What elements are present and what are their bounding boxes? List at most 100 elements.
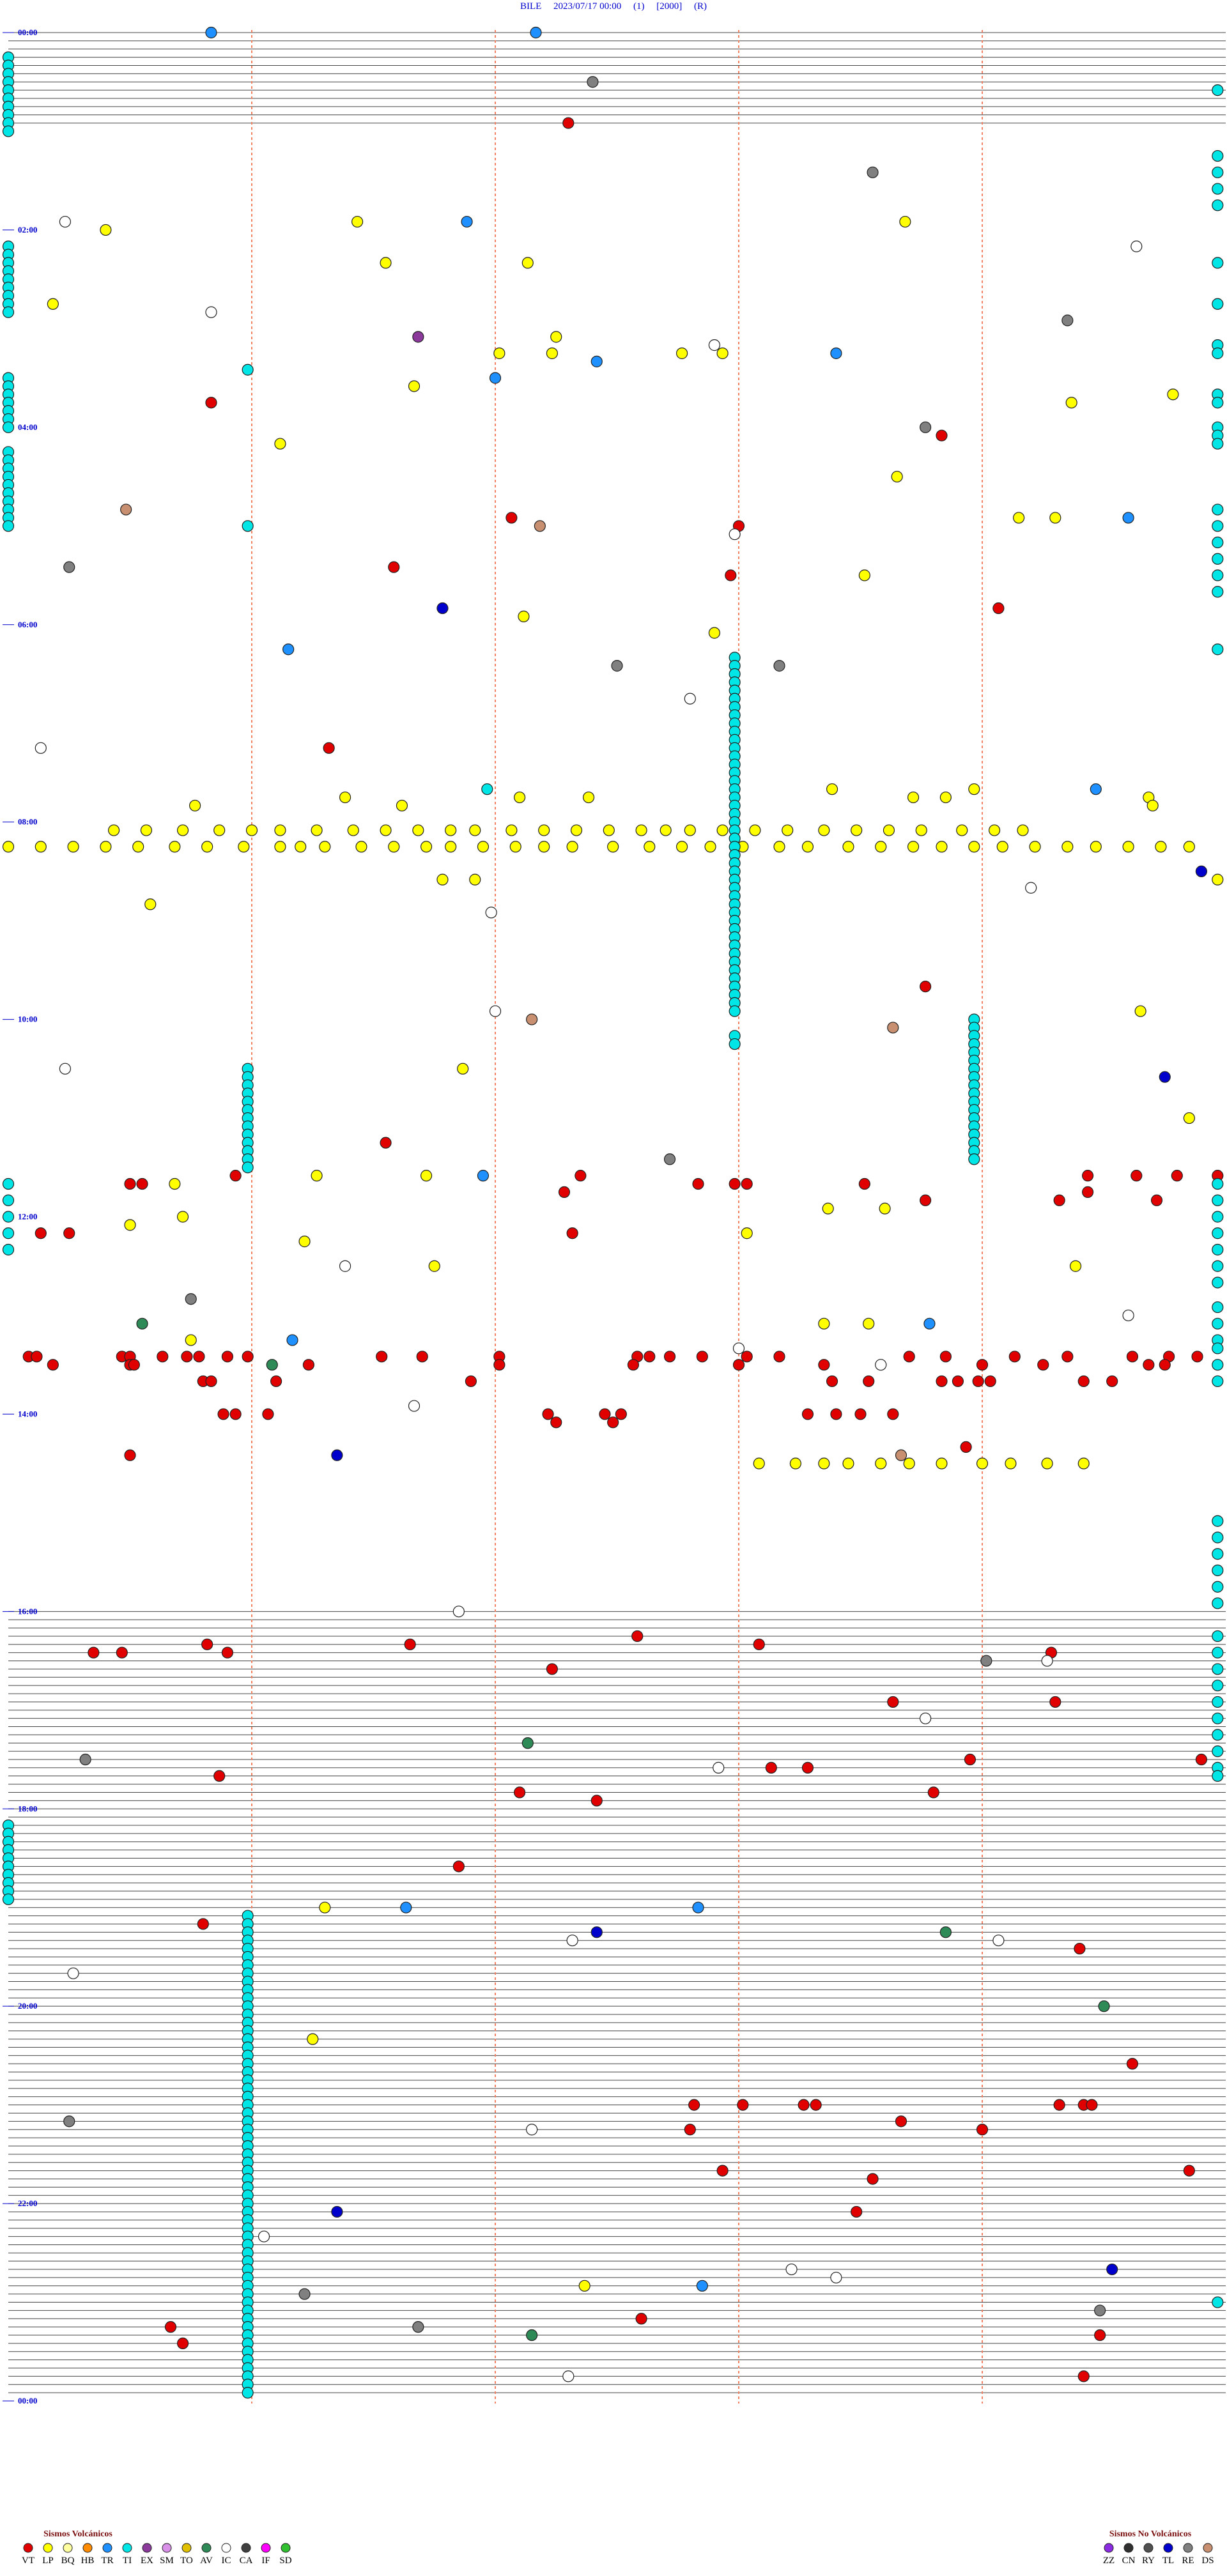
event-dot [1143, 1359, 1155, 1371]
event-dot [960, 1441, 972, 1453]
legend-label: ZZ [1103, 2556, 1115, 2566]
legend-swatch [122, 2543, 132, 2553]
event-dot [789, 1457, 802, 1469]
event-dot [1134, 1005, 1146, 1017]
event-dot [169, 841, 181, 853]
event-dot [1122, 512, 1134, 524]
event-dot [883, 824, 895, 836]
event-dot [1212, 873, 1224, 885]
event-dot [481, 783, 493, 795]
event-dot [347, 824, 359, 836]
event-dot [2, 841, 15, 853]
event-dot [867, 2173, 879, 2185]
event-dot [1212, 1663, 1224, 1675]
event-dot [100, 841, 112, 853]
event-dot [1077, 1375, 1090, 1388]
event-dot [311, 824, 323, 836]
event-dot [1212, 643, 1224, 656]
event-dot [590, 355, 603, 367]
event-dot [1053, 2099, 1065, 2111]
event-dot [509, 841, 521, 853]
legend-swatch [43, 2543, 53, 2553]
event-dot [1212, 166, 1224, 178]
event-dot [708, 339, 721, 351]
event-dot [879, 1202, 891, 1215]
event-dot [1094, 2304, 1106, 2317]
event-dot [176, 1211, 189, 1223]
event-dot [936, 429, 948, 441]
event-dot [939, 1351, 952, 1363]
event-dot [2, 1227, 15, 1239]
event-dot [436, 602, 449, 615]
event-dot [741, 1351, 753, 1363]
legend-swatch [1123, 2543, 1134, 2553]
event-dot [546, 347, 559, 360]
event-dot [140, 824, 152, 836]
event-dot [692, 1177, 704, 1190]
event-dot [1131, 1170, 1143, 1182]
event-dot [782, 824, 794, 836]
event-dot [538, 841, 550, 853]
event-dot [242, 1162, 254, 1174]
event-dot [201, 1638, 213, 1650]
event-dot [851, 2205, 863, 2218]
legend-label: TR [101, 2556, 113, 2566]
event-dot [164, 2321, 177, 2333]
event-dot [842, 1457, 854, 1469]
event-dot [339, 791, 351, 804]
event-dot [2, 1211, 15, 1223]
event-dot [562, 2370, 575, 2382]
event-dot [295, 841, 307, 853]
event-dot [1183, 841, 1195, 853]
event-dot [749, 824, 761, 836]
event-dot [546, 1663, 559, 1675]
event-dot [785, 2263, 798, 2276]
event-dot [1212, 1194, 1224, 1206]
event-dot [1074, 1942, 1086, 1955]
event-dot [1212, 553, 1224, 565]
event-dot [63, 2115, 75, 2128]
event-dot [1106, 1375, 1118, 1388]
event-dot [570, 824, 583, 836]
event-dot [627, 1359, 640, 1371]
event-dot [741, 1177, 753, 1190]
event-dot [485, 907, 497, 919]
event-dot [262, 1408, 274, 1420]
event-dot [108, 824, 120, 836]
event-dot [1212, 1581, 1224, 1593]
event-dot [915, 824, 927, 836]
event-dot [732, 1359, 745, 1371]
event-dot [124, 1449, 136, 1461]
event-dot [696, 2280, 708, 2292]
event-dot [213, 1770, 226, 1782]
event-dot [826, 1375, 838, 1388]
legend-label: CN [1122, 2556, 1136, 2566]
event-dot [716, 2165, 729, 2177]
event-dot [1212, 1359, 1224, 1371]
event-dot [753, 1638, 765, 1650]
event-dot [542, 1408, 554, 1420]
event-dot [100, 224, 112, 236]
event-dot [1090, 841, 1102, 853]
event-dot [1191, 1351, 1203, 1363]
event-dot [1037, 1359, 1049, 1371]
event-dot [2, 1893, 15, 1905]
event-dot [193, 1351, 205, 1363]
event-dot [1212, 1260, 1224, 1272]
event-dot [144, 898, 157, 910]
event-dot [505, 824, 518, 836]
event-dot [801, 1761, 814, 1774]
event-dot [412, 331, 424, 343]
event-dot [1077, 1457, 1090, 1469]
event-dot [891, 470, 903, 483]
legend-swatch [221, 2543, 231, 2553]
hour-label: 06:00 [18, 620, 37, 629]
event-dot [205, 397, 217, 409]
event-dot [858, 1177, 870, 1190]
event-dot [302, 1359, 314, 1371]
event-dot [307, 2033, 319, 2045]
event-dot [851, 824, 863, 836]
event-dot [1086, 2099, 1098, 2111]
event-dot [972, 1375, 984, 1388]
event-dot [274, 841, 286, 853]
